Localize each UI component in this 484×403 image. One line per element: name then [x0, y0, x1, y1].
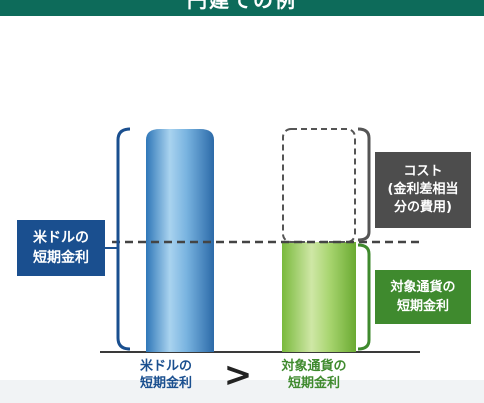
greater-than-symbol: > [223, 355, 253, 395]
bottom-shade [0, 380, 484, 403]
target-rate-label-line1: 対象通貨の [390, 280, 456, 295]
target-bottom-label-line2: 短期金利 [287, 376, 340, 391]
target-bottom-label-line1: 対象通貨の [281, 359, 347, 374]
usd-rate-brace [116, 127, 131, 351]
cost-dashed-box [282, 128, 356, 243]
usd-rate-label-line1: 米ドルの [33, 230, 89, 246]
cost-brace [357, 127, 371, 242]
cost-label-box: コスト (金利差相当 分の費用) [375, 152, 471, 228]
target-rate-bar [282, 242, 356, 352]
cost-label-line3: 分の費用) [394, 200, 452, 215]
target-rate-label-line2: 短期金利 [396, 299, 449, 314]
usd-rate-label-line2: 短期金利 [33, 250, 89, 266]
usd-rate-label-box: 米ドルの 短期金利 [17, 220, 105, 276]
header-title: 円建ての例 [187, 0, 297, 12]
target-rate-brace [357, 243, 371, 351]
target-bottom-label: 対象通貨の 短期金利 [259, 358, 369, 392]
usd-bottom-label-line2: 短期金利 [139, 376, 192, 391]
usd-bottom-label: 米ドルの 短期金利 [116, 358, 216, 392]
target-rate-label-box: 対象通貨の 短期金利 [375, 270, 471, 324]
usd-rate-bar [146, 129, 214, 352]
cost-label-line1: コスト [403, 164, 443, 179]
usd-bottom-label-line1: 米ドルの [139, 359, 192, 374]
cost-label-line2: (金利差相当 [387, 182, 459, 197]
header-bar: 円建ての例 [0, 0, 484, 16]
